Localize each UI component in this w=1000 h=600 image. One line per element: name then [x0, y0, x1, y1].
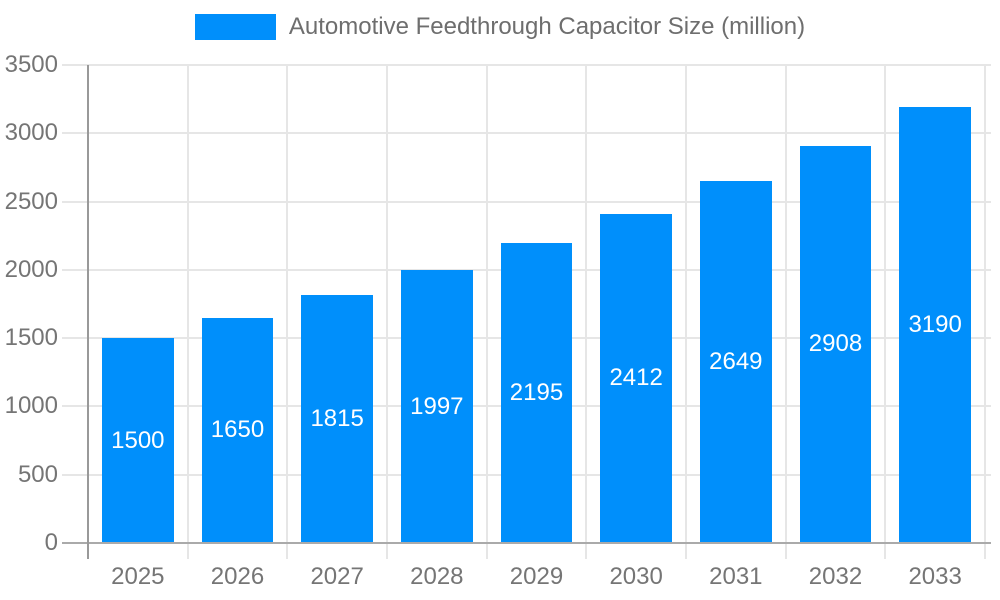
gridline-horizontal [62, 132, 991, 135]
y-axis-labels: 0 500 1000 1500 2000 2500 3000 3500 [0, 51, 62, 556]
gridline-vertical [585, 65, 588, 559]
bar-2026[interactable]: 1650 [201, 317, 274, 543]
x-tick-label: 2033 [908, 563, 962, 590]
gridline-vertical [884, 65, 887, 559]
y-tick-label: 500 [17, 460, 58, 488]
x-axis-labels: 2025 2026 2027 2028 2029 2030 2031 2032 2033 [88, 562, 985, 592]
bar-value-label: 1500 [111, 426, 165, 454]
bar-value-label: 2412 [609, 364, 663, 392]
y-tick-label: 2500 [4, 187, 58, 215]
y-axis-line [87, 65, 89, 559]
gridline-horizontal [62, 64, 991, 66]
bar-2028[interactable]: 1997 [401, 270, 473, 543]
bar-2031[interactable]: 2649 [700, 181, 772, 543]
gridline-vertical [685, 65, 687, 559]
x-axis-baseline [62, 542, 991, 544]
x-tick-label: 2031 [709, 563, 763, 590]
x-tick-label: 2025 [111, 563, 165, 590]
bar-value-label: 1997 [410, 392, 464, 420]
bar-2025[interactable]: 1500 [102, 338, 174, 543]
gridline-vertical [784, 65, 787, 559]
plot-area: 1500 1650 1815 1997 2195 2412 2649 2908 3190 [62, 64, 991, 559]
bar-2027[interactable]: 1815 [301, 295, 373, 543]
gridline-vertical [286, 65, 289, 559]
x-tick-label: 2032 [808, 563, 863, 590]
x-tick-label: 2029 [509, 563, 564, 590]
y-tick-label: 1500 [4, 324, 58, 352]
legend-swatch [194, 14, 276, 40]
x-tick-label: 2030 [609, 563, 663, 590]
y-tick-label: 3500 [4, 51, 58, 78]
x-tick-label: 2027 [310, 563, 364, 590]
legend[interactable]: Automotive Feedthrough Capacitor Size (m… [0, 13, 1000, 41]
bar-2029[interactable]: 2195 [500, 243, 573, 543]
gridline-vertical [186, 65, 189, 559]
bar-value-label: 3190 [908, 311, 962, 339]
gridline-horizontal [62, 200, 991, 203]
gridline-vertical [386, 65, 388, 559]
gridline-vertical [485, 65, 488, 559]
bar-value-label: 1815 [310, 405, 364, 433]
bar-2032[interactable]: 2908 [799, 145, 872, 543]
gridline-vertical [984, 65, 986, 559]
bar-value-label: 2649 [709, 348, 763, 376]
bar-value-label: 2908 [808, 330, 863, 358]
x-tick-label: 2028 [410, 563, 464, 590]
bar-2033[interactable]: 3190 [899, 107, 971, 543]
x-tick-label: 2026 [210, 563, 265, 590]
y-tick-label: 3000 [4, 119, 58, 147]
bar-value-label: 1650 [210, 416, 265, 444]
y-tick-label: 1000 [4, 392, 58, 420]
legend-label: Automotive Feedthrough Capacitor Size (m… [288, 13, 806, 40]
y-tick-label: 0 [44, 529, 58, 556]
bar-2030[interactable]: 2412 [600, 213, 672, 543]
bar-value-label: 2195 [509, 379, 564, 407]
y-tick-label: 2000 [4, 255, 58, 283]
